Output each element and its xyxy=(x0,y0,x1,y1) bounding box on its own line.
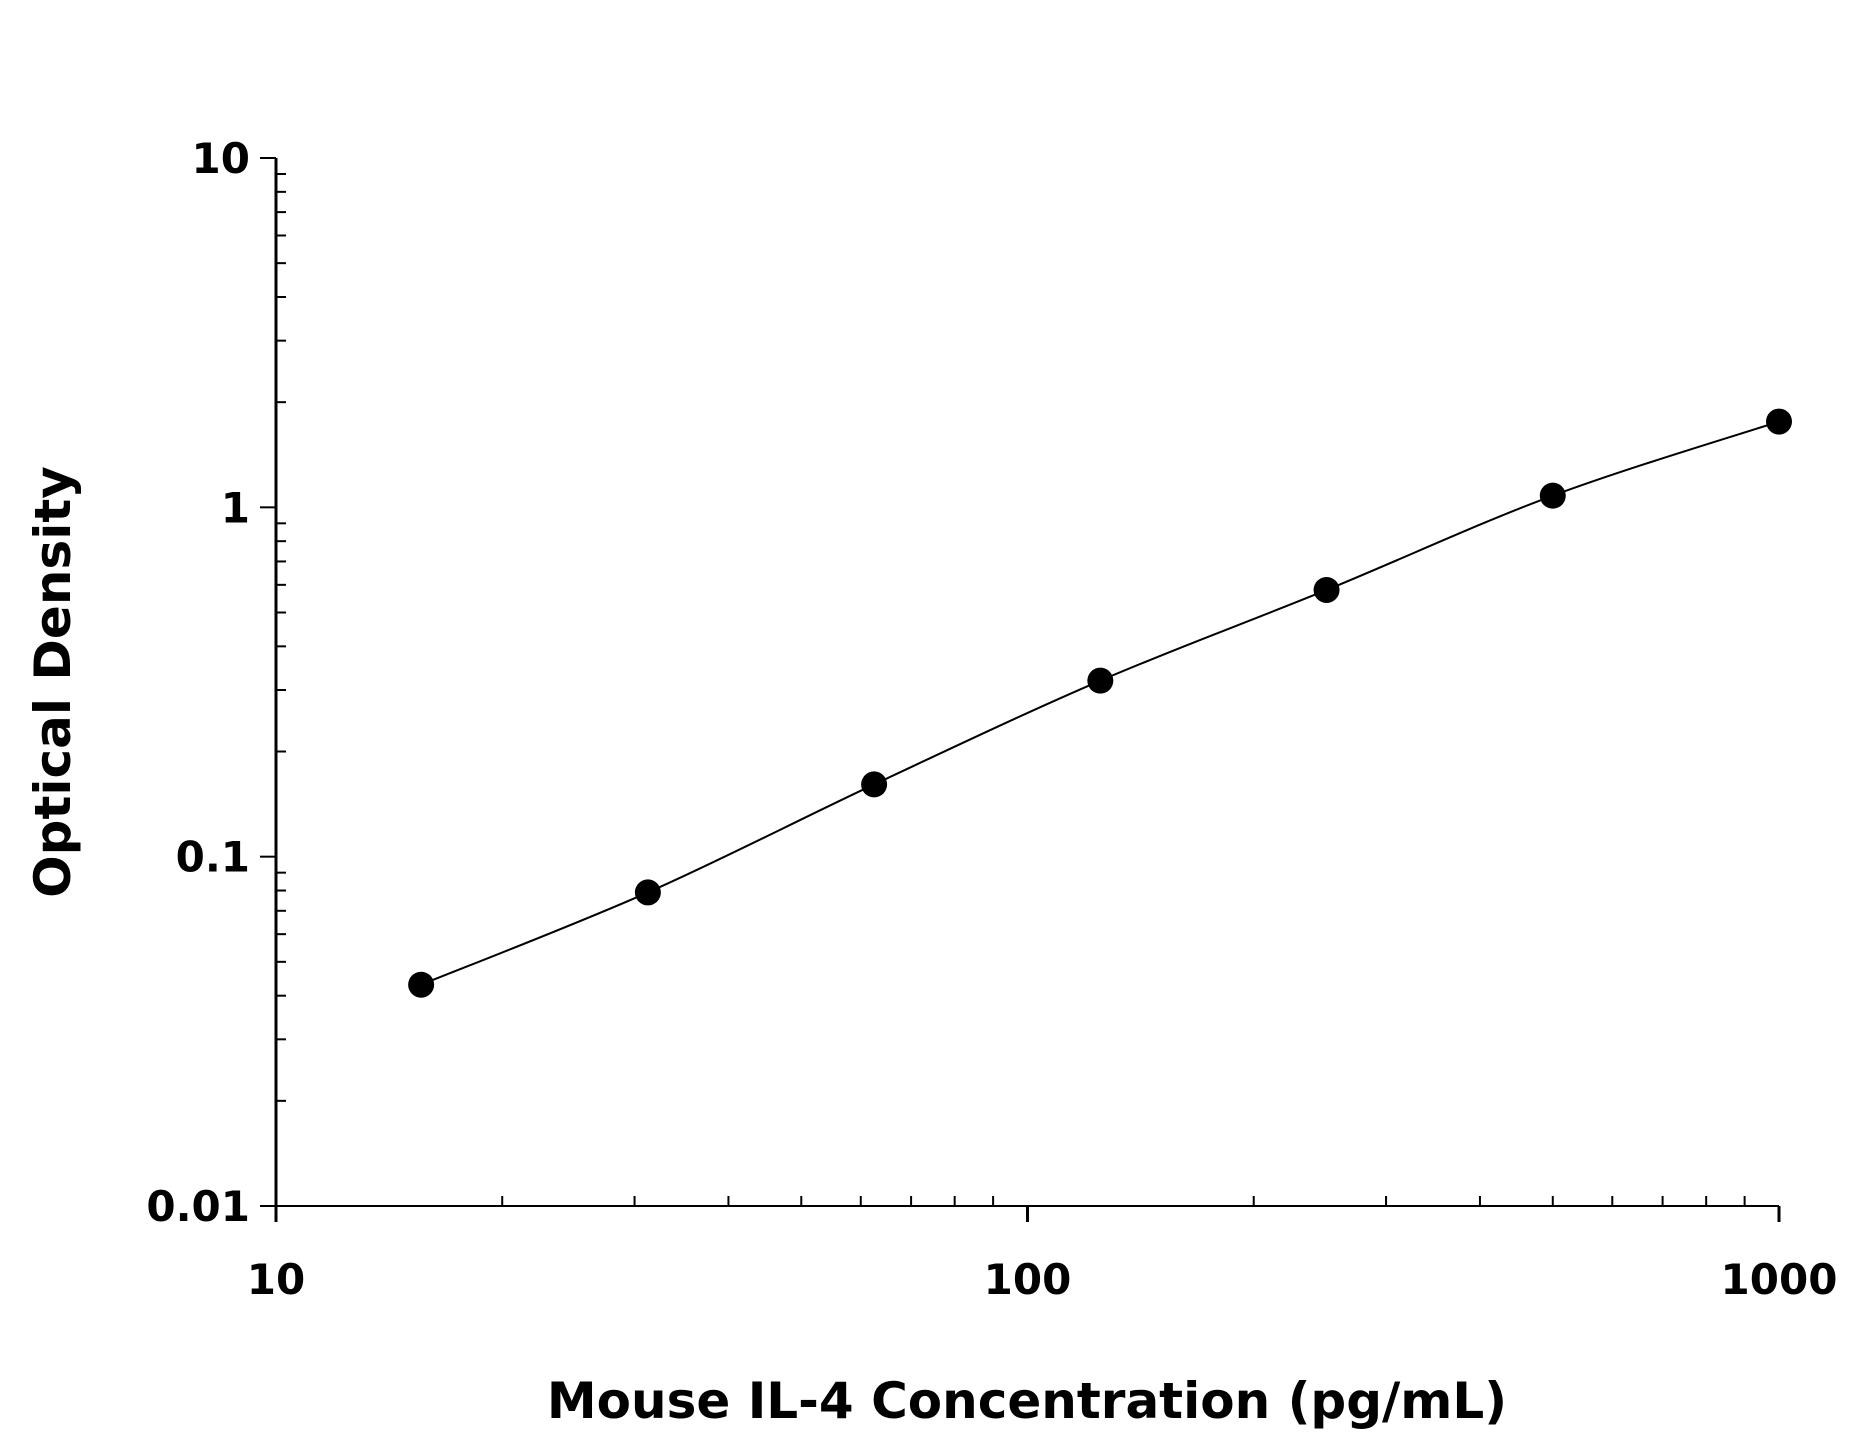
x-tick-label: 1000 xyxy=(1721,1255,1838,1304)
data-point xyxy=(1766,408,1792,435)
fit-curve xyxy=(420,420,1780,986)
data-point xyxy=(1313,576,1340,603)
x-axis-label: Mouse IL-4 Concentration (pg/mL) xyxy=(547,1372,1507,1430)
tick-labels: 0.01 0.1 1 10 10 100 1000 xyxy=(146,134,1837,1304)
y-tick-label: 0.01 xyxy=(146,1182,250,1231)
axes xyxy=(260,157,1781,1222)
data-points xyxy=(408,408,1792,998)
data-point xyxy=(634,879,661,906)
x-tick-label: 100 xyxy=(984,1255,1072,1304)
fit-curve-group xyxy=(420,420,1780,986)
x-tick-label: 10 xyxy=(247,1255,305,1304)
y-tick-label: 10 xyxy=(192,134,250,183)
y-tick-label: 1 xyxy=(221,483,250,532)
y-axis-label: Optical Density xyxy=(24,466,82,898)
data-point xyxy=(861,771,888,798)
y-tick-label: 0.1 xyxy=(176,833,250,882)
data-point xyxy=(1539,482,1566,509)
data-point xyxy=(1087,667,1114,694)
data-point xyxy=(408,971,435,998)
